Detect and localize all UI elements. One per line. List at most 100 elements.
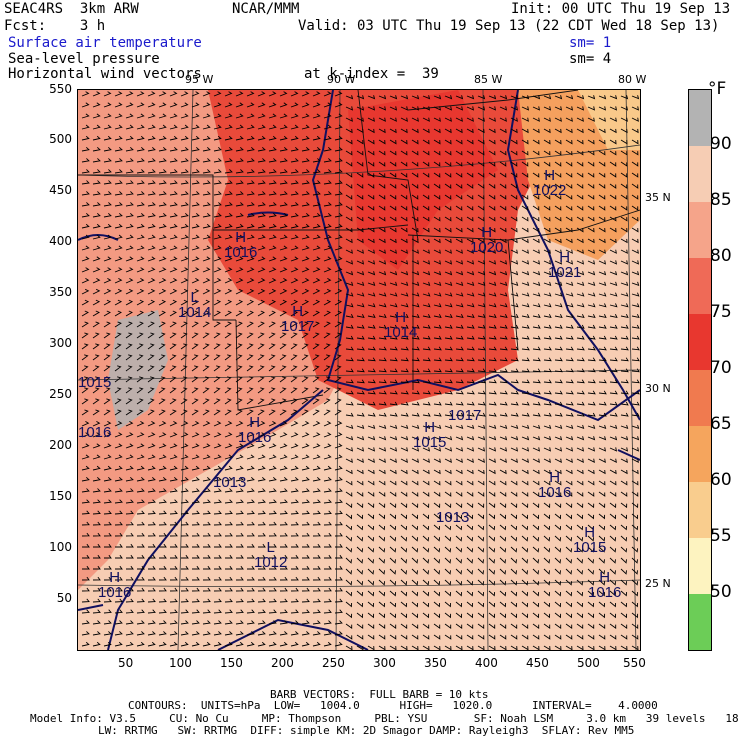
wind-barb [147, 158, 156, 163]
wind-barb [400, 502, 408, 509]
wind-barb [290, 465, 299, 471]
pressure-center-value: 1014 [178, 304, 212, 321]
pressure-center-label: H 1021 [548, 250, 581, 280]
wind-barb [290, 421, 299, 427]
wind-barb [290, 532, 299, 537]
wind-barb [598, 623, 606, 629]
wind-barb [313, 543, 321, 548]
wind-barb [301, 102, 310, 108]
wind-barb [235, 169, 244, 174]
wind-barb [180, 532, 189, 537]
wind-barb [279, 146, 288, 152]
wind-barb [367, 303, 376, 308]
wind-barb [345, 513, 353, 520]
wind-barb [312, 245, 321, 251]
wind-barb [378, 117, 386, 122]
wind-barb [280, 565, 288, 570]
wind-barb [136, 102, 145, 108]
wind-barb [620, 546, 628, 553]
wind-barb [334, 454, 343, 460]
wind-barb [576, 590, 584, 597]
wind-barb [400, 161, 408, 167]
wind-barb [356, 227, 364, 233]
wind-barb [136, 387, 144, 394]
wind-barb [81, 354, 89, 361]
wind-barb [477, 128, 485, 134]
wind-barb [532, 139, 540, 145]
wind-barb [169, 278, 178, 284]
wind-barb [477, 324, 486, 329]
wind-barb [334, 365, 342, 372]
wind-barb [290, 365, 298, 372]
wind-barb [334, 91, 343, 97]
wind-barb [235, 398, 243, 405]
wind-barb [598, 557, 605, 564]
pressure-center-type: H [559, 249, 571, 266]
wind-barb [620, 335, 629, 340]
wind-barb [356, 469, 364, 475]
wind-barb [92, 443, 101, 449]
wind-barb [631, 106, 640, 111]
wind-barb [367, 368, 376, 373]
wind-barb [301, 488, 310, 493]
wind-barb [521, 458, 529, 464]
wind-barb [290, 376, 298, 383]
wind-barb [554, 601, 562, 608]
wind-barb [488, 623, 496, 629]
x-tick-label: 50 [118, 656, 134, 670]
wind-barb [433, 458, 441, 464]
wind-barb [301, 146, 310, 152]
wind-barb [598, 502, 606, 509]
wind-barb [147, 476, 156, 482]
wind-barb [224, 387, 232, 394]
wind-barb [466, 346, 475, 351]
wind-barb [224, 587, 233, 592]
wind-barb [312, 499, 321, 504]
wind-barb [324, 565, 332, 570]
wind-barb [389, 557, 396, 564]
wind-barb [367, 227, 375, 233]
wind-barb [323, 443, 332, 449]
wind-barb [455, 401, 464, 406]
wind-barb [378, 161, 386, 167]
wind-barb [477, 335, 486, 340]
pressure-center-label: 1013 [213, 475, 246, 490]
wind-barb [213, 191, 222, 196]
wind-barb [147, 278, 156, 284]
wind-barb [169, 91, 178, 97]
wind-barb [92, 465, 101, 471]
wind-barb [246, 267, 255, 273]
wind-barb [235, 267, 244, 273]
wind-barb [312, 443, 321, 449]
wind-barb [180, 499, 189, 504]
wind-barb [246, 202, 255, 207]
wind-barb [114, 576, 123, 581]
wind-barb [389, 227, 397, 233]
wind-barb [554, 205, 562, 211]
wind-barb [466, 401, 475, 406]
wind-barb [246, 180, 255, 185]
wind-barb [576, 491, 584, 497]
wind-barb [114, 365, 122, 372]
wind-barb [631, 335, 640, 340]
wind-barb [488, 447, 497, 452]
wind-barb [125, 124, 134, 130]
wind-barb [235, 598, 244, 603]
wind-barb [114, 620, 123, 625]
wind-barb [477, 601, 485, 608]
wind-barb [631, 401, 640, 406]
wind-barb [159, 554, 167, 559]
wind-barb [148, 565, 156, 570]
wind-barb [356, 139, 364, 145]
wind-barb [191, 376, 199, 383]
wind-barb [422, 238, 430, 244]
wind-barb [202, 576, 211, 581]
wind-barb [367, 95, 376, 100]
wind-barb [455, 524, 463, 531]
wind-barb [554, 95, 563, 100]
wind-barb [169, 102, 178, 108]
wind-barb [455, 368, 464, 373]
wind-barb [367, 579, 375, 586]
wind-barb [258, 554, 266, 559]
wind-barb [455, 271, 464, 276]
